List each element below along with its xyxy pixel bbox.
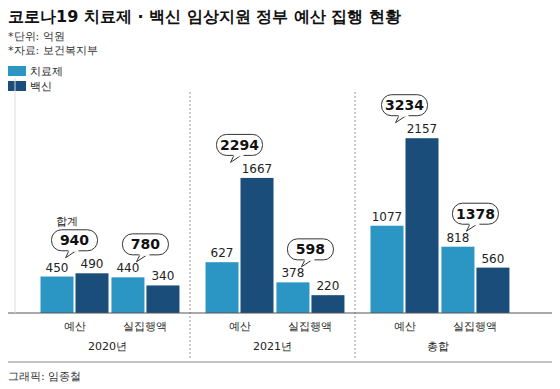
x-tick-label: 예산 [394,320,416,333]
total-label: 940 [60,232,89,248]
bar [111,277,144,313]
x-tick-label: 실집행액 [288,320,332,333]
x-tick-label: 실집행액 [453,320,497,333]
bar [241,178,274,313]
bar [476,268,509,313]
footer-rule [8,362,552,363]
data-label: 818 [446,231,469,245]
total-label: 598 [296,241,325,257]
total-title: 합계 [56,215,78,228]
bar [406,138,439,313]
data-label: 627 [211,246,234,260]
legend-swatch [8,81,26,91]
total-label: 3234 [385,97,424,113]
bar [371,226,404,313]
data-label: 2157 [407,122,438,136]
data-label: 1077 [372,210,403,224]
legend-label: 치료제 [30,65,63,78]
total-label: 780 [131,236,160,252]
legend-label: 백신 [30,80,52,93]
callout-join [399,114,409,117]
bar [206,262,239,313]
bar [441,247,474,313]
title: 코로나19 치료제 · 백신 임상지원 정부 예산 집행 현황 [8,7,401,26]
callout [382,95,428,116]
callout-join [139,253,149,256]
x-tick-label: 실집행액 [123,320,167,333]
y-range-line [15,78,16,313]
note: *자료: 보건복지부 [8,44,98,57]
bar [146,285,179,313]
data-label: 560 [481,252,504,266]
bar [276,282,309,313]
baseline [8,313,552,314]
bar [41,277,74,313]
callout [217,134,263,155]
bar [76,273,109,313]
group-separator [355,92,356,358]
group-label: 총합 [427,340,449,353]
total-label: 1378 [456,206,495,222]
data-label: 220 [316,279,339,293]
callout [287,239,333,260]
credit: 그래픽: 임종철 [8,370,81,383]
labels: 450 490 940 합계 440 340 780 627 1667 2294 378 220 598… [46,95,505,293]
chart: 코로나19 치료제 · 백신 임상지원 정부 예산 집행 현황 *단위: 억원*자… [0,0,560,389]
group-label: 2021년 [253,340,292,353]
x-tick-label: 예산 [64,320,86,333]
total-label: 2294 [220,137,259,153]
data-label: 490 [81,257,104,271]
data-label: 378 [281,266,304,280]
callout-join [69,249,79,252]
data-label: 450 [46,261,69,275]
data-label: 440 [116,261,139,275]
bars [41,138,510,313]
callout-join [234,153,244,156]
note: *단위: 억원 [8,30,65,43]
callout-join [304,258,314,261]
group-label: 2020년 [88,340,127,353]
legend-swatch [8,66,26,76]
callout [122,234,168,255]
x-tick-label: 예산 [229,320,251,333]
callout [52,230,98,251]
data-label: 340 [151,269,174,283]
group-separator [190,92,191,358]
bar [311,295,344,313]
data-label: 1667 [242,162,273,176]
callout [452,203,498,224]
callout-join [469,222,479,225]
